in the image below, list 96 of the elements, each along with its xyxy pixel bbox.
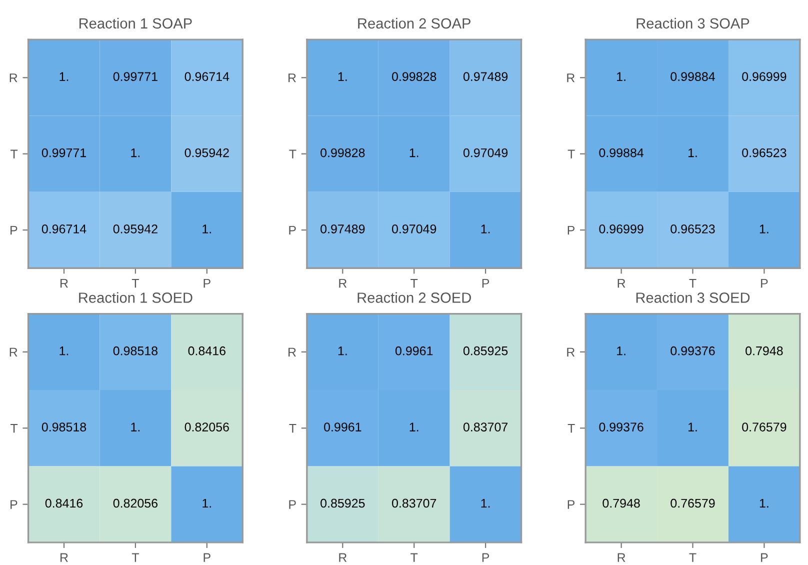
x-tick-label: P [482,553,490,562]
data-label: 0.96523 [742,148,786,158]
data-label: 1. [202,498,211,508]
data-label: 0.96999 [599,224,644,234]
data-label: 1. [202,224,211,234]
x-tick-label: R [60,553,68,562]
y-tick-label: P [289,500,296,509]
data-label: 0.7948 [602,498,640,508]
data-label: 0.96714 [184,72,230,81]
x-tick-label: R [60,278,68,288]
data-label: 0.97489 [320,224,365,234]
x-tick-label: T [132,553,139,562]
data-label: 1. [131,148,140,158]
data-label: 0.99771 [113,72,158,81]
data-label: 1. [688,422,697,432]
data-label: 0.7948 [746,346,783,356]
data-label: 1. [338,72,347,81]
data-label: 0.97489 [463,72,508,81]
data-label: 0.98518 [113,346,158,356]
x-tick-label: P [761,553,768,562]
x-tick-label: T [410,553,418,562]
y-tick-label: T [289,424,296,433]
x-tick-label: R [618,278,626,288]
data-label: 0.85925 [463,346,508,356]
data-label: 0.97049 [392,224,436,234]
x-tick-label: T [689,278,696,288]
y-tick-label: P [568,226,574,235]
data-label: 1. [410,148,418,158]
data-label: 1. [617,346,626,356]
data-label: 0.95942 [113,224,158,234]
y-tick-label: T [289,150,296,158]
data-label: 0.99771 [42,148,86,158]
data-label: 1. [688,148,697,158]
y-tick-label: P [568,500,574,509]
y-tick-label: T [568,150,575,158]
data-label: 0.82056 [184,422,229,432]
chart-title: Reaction 3 SOED [636,292,750,303]
data-label: 1. [760,498,768,508]
data-label: 0.96523 [670,224,715,234]
data-label: 0.76579 [742,422,786,432]
x-tick-label: R [339,278,347,288]
chart-title: Reaction 2 SOED [358,292,471,303]
y-tick-label: T [10,150,18,158]
chart-title: Reaction 1 SOED [79,292,192,303]
data-label: 0.99376 [670,346,715,356]
data-label: 1. [131,422,140,432]
y-tick-label: P [10,500,18,509]
data-label: 1. [60,72,68,81]
data-label: 1. [410,422,418,432]
y-tick-label: R [10,348,18,356]
x-tick-label: T [689,553,696,562]
data-label: 0.99376 [599,422,644,432]
x-tick-label: P [482,278,490,288]
y-tick-label: P [289,226,296,235]
y-tick-label: R [10,74,18,82]
data-label: 0.99884 [599,148,644,158]
data-label: 0.98518 [42,422,86,432]
data-label: 0.83707 [463,422,508,432]
y-tick-label: T [568,424,575,433]
data-label: 0.96999 [742,72,786,81]
data-label: 0.8416 [45,498,83,508]
data-label: 0.85925 [320,498,365,508]
y-tick-label: R [567,348,575,356]
data-label: 0.99884 [670,72,715,81]
data-label: 0.82056 [113,498,158,508]
data-label: 0.97049 [463,148,508,158]
data-label: 0.95942 [184,148,229,158]
x-tick-label: P [761,278,768,288]
x-tick-label: P [204,553,210,562]
data-label: 0.8416 [188,346,226,356]
y-tick-label: R [288,348,296,356]
chart-title: Reaction 3 SOAP [636,18,750,29]
x-tick-label: T [132,278,139,288]
data-label: 0.9961 [324,422,362,432]
data-label: 0.83707 [392,498,436,508]
data-label: 1. [481,224,490,234]
y-tick-label: P [10,226,18,235]
data-label: 0.96714 [42,224,86,234]
data-label: 1. [617,72,626,81]
x-tick-label: P [204,278,210,288]
chart-title: Reaction 2 SOAP [358,18,470,29]
data-label: 1. [760,224,768,234]
y-tick-label: R [567,74,575,82]
data-label: 1. [338,346,347,356]
data-label: 1. [481,498,490,508]
x-tick-label: R [339,553,347,562]
data-label: 0.9961 [395,346,433,356]
y-tick-label: T [10,424,18,433]
chart-title: Reaction 1 SOAP [80,18,192,29]
data-label: 0.99828 [320,148,365,158]
data-label: 0.76579 [670,498,715,508]
data-label: 0.99828 [392,72,436,81]
x-tick-label: T [410,278,418,288]
x-tick-label: R [618,553,626,562]
y-tick-label: R [288,74,296,82]
data-label: 1. [60,346,68,356]
